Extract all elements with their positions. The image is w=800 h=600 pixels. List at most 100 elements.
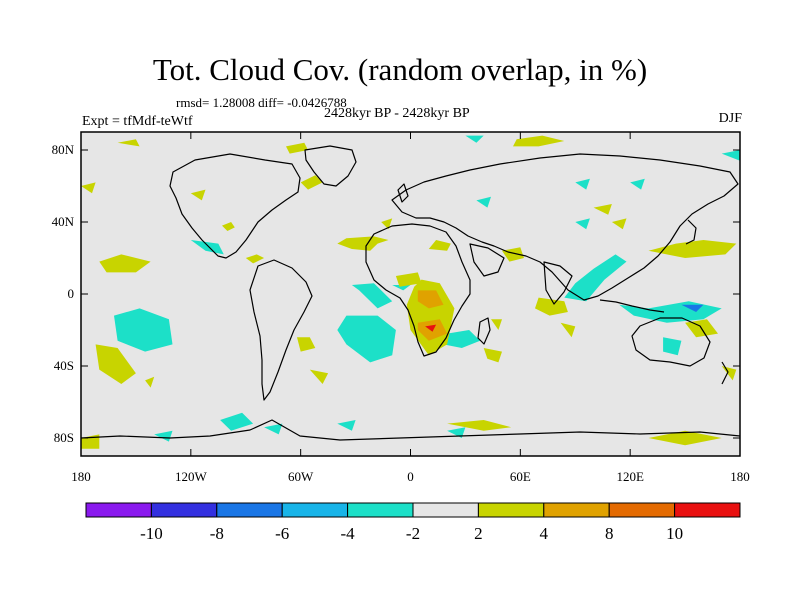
lat-tick-label: 80N: [52, 142, 75, 157]
anomaly-patch: [117, 139, 140, 147]
anomaly-patch: [491, 319, 502, 330]
colorbar-swatch: [608, 502, 676, 518]
anomaly-patch: [575, 218, 590, 230]
colorbar-swatch: [150, 502, 218, 518]
anomaly-patch: [428, 240, 451, 251]
anomaly-patch: [154, 430, 173, 442]
lat-tick-label: 0: [68, 286, 75, 301]
anomaly-patch: [535, 297, 568, 316]
anomaly-patch: [351, 283, 393, 309]
anomaly-patch: [286, 142, 308, 154]
coastline-australia: [631, 317, 711, 367]
anomaly-patch: [502, 247, 524, 262]
anomaly-patch: [681, 304, 704, 312]
anomaly-patch: [337, 420, 356, 431]
coastline-africa: [365, 223, 471, 357]
anomaly-patch: [447, 427, 466, 438]
colorbar-swatch: [477, 502, 545, 518]
anomaly-patch: [611, 218, 627, 230]
map-background: [81, 132, 740, 456]
axis-layer: 180 120W 60W 0 60E 120E 180 80N 40N 0 40S 80S: [52, 132, 750, 484]
lon-tick-label: 120W: [175, 469, 208, 484]
anomaly-patch: [381, 218, 393, 230]
season-label: DJF: [718, 111, 742, 126]
anomaly-patch: [264, 423, 283, 435]
coastline-japan: [685, 219, 697, 245]
anomaly-patch: [395, 272, 422, 287]
stats-text: rmsd= 1.28008 diff= -0.0426788: [176, 95, 347, 110]
colorbar-label: -10: [140, 524, 163, 543]
colorbar-swatch: [281, 502, 349, 518]
anomaly-patch: [721, 150, 740, 161]
anomaly-patch: [663, 337, 682, 356]
anomaly-patch: [99, 254, 151, 273]
coastline-india: [543, 261, 573, 305]
anomaly-patch: [222, 222, 235, 231]
anomaly-patch: [337, 315, 396, 363]
anomaly-patch: [245, 254, 265, 264]
anomaly-patch: [443, 330, 481, 348]
anomaly-patch: [417, 290, 444, 309]
anomaly-patch: [575, 178, 590, 190]
anomaly-patch: [309, 369, 329, 384]
anomaly-patch: [465, 135, 484, 143]
coastline-layer: [81, 145, 740, 441]
anomaly-patch: [190, 240, 224, 255]
coastline-uk: [397, 183, 409, 203]
anomaly-patch: [145, 376, 155, 388]
anomaly-patch: [425, 324, 437, 332]
lon-tick-label: 120E: [616, 469, 644, 484]
anomaly-patch: [513, 135, 565, 147]
anomaly-patch: [593, 204, 612, 215]
anomaly-patch: [476, 196, 491, 208]
anomaly-patch: [721, 366, 737, 381]
coastline-north-america: [169, 153, 301, 259]
lat-tick-label: 80S: [54, 430, 74, 445]
colorbar-swatch: [674, 502, 741, 518]
colorbar-label: -6: [275, 524, 289, 543]
coastline-antarctica: [81, 419, 740, 441]
anomaly-patch: [483, 348, 502, 363]
colorbar: -10 -8 -6 -4 -2 2 4 8 10: [85, 502, 741, 543]
colorbar-swatch: [347, 502, 414, 518]
anomaly-patch: [220, 412, 254, 431]
anomaly-patch: [560, 322, 576, 338]
anomaly-patch: [648, 430, 722, 446]
anomaly-patch: [337, 236, 389, 251]
anomaly-patch: [447, 420, 512, 431]
colorbar-label: 4: [540, 524, 549, 543]
anomaly-patch: [81, 182, 96, 194]
lat-tick-label: 40S: [54, 358, 74, 373]
colorbar-label: -8: [210, 524, 224, 543]
coastline-new-zealand: [721, 361, 729, 385]
anomaly-patch: [190, 189, 206, 201]
anomaly-patch: [564, 254, 627, 302]
anomaly-patch: [297, 337, 316, 352]
colorbar-label: -2: [406, 524, 420, 543]
chart-title: Tot. Cloud Cov. (random overlap, in %): [152, 52, 648, 87]
anomaly-patch: [630, 178, 645, 190]
colorbar-label: 2: [474, 524, 483, 543]
anomaly-layer: [81, 135, 740, 449]
colorbar-swatch: [543, 502, 610, 518]
colorbar-swatch: [412, 502, 479, 518]
coastline-eurasia: [391, 153, 739, 301]
coastline-indonesia: [599, 299, 665, 313]
anomaly-patch: [392, 285, 411, 291]
lon-tick-label: 0: [407, 469, 414, 484]
anomaly-patch: [300, 175, 323, 190]
experiment-label: Expt = tfMdf-teWtf: [82, 114, 193, 129]
lon-tick-label: 180: [71, 469, 91, 484]
lon-tick-label: 60W: [288, 469, 314, 484]
colorbar-label: 10: [666, 524, 683, 543]
colorbar-label: -4: [341, 524, 356, 543]
colorbar-swatch: [216, 502, 283, 518]
coastline-south-america: [249, 259, 313, 401]
lon-tick-label: 60E: [510, 469, 531, 484]
coastline-arabia: [469, 243, 505, 277]
coastline-greenland: [304, 145, 357, 187]
coastline-madagascar: [477, 317, 491, 345]
period-label: 2428kyr BP - 2428kyr BP: [324, 106, 470, 121]
anomaly-patch: [114, 308, 173, 352]
